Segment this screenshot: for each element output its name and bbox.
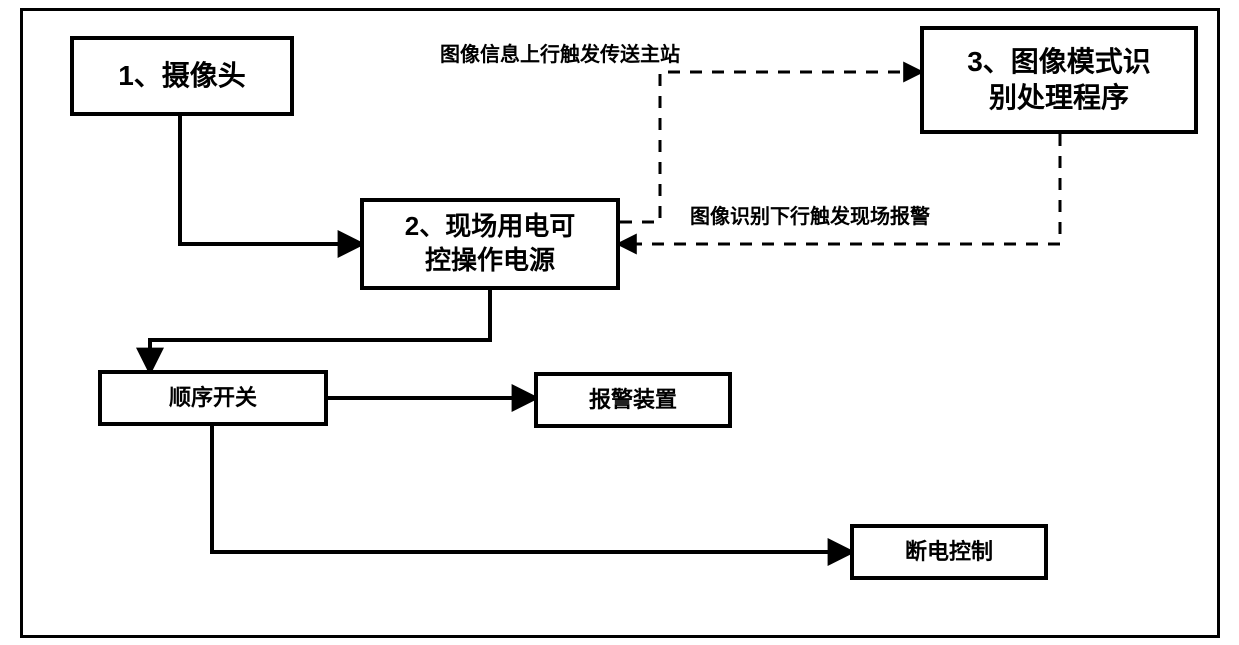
- node-switch-label: 顺序开关: [169, 384, 257, 413]
- edge-label-downlink: 图像识别下行触发现场报警: [690, 200, 930, 229]
- edge-label-downlink-text: 图像识别下行触发现场报警: [690, 206, 930, 228]
- edge-label-uplink: 图像信息上行触发传送主站: [440, 38, 680, 67]
- node-image-label: 3、图像模式识 别处理程序: [967, 44, 1151, 117]
- node-sequence-switch: 顺序开关: [98, 370, 328, 426]
- diagram-canvas: 1、摄像头 3、图像模式识 别处理程序 2、现场用电可 控操作电源 顺序开关 报…: [0, 0, 1239, 645]
- node-power-supply: 2、现场用电可 控操作电源: [360, 198, 620, 290]
- node-alarm-label: 报警装置: [589, 386, 677, 415]
- node-alarm-device: 报警装置: [534, 372, 732, 428]
- node-camera-label: 1、摄像头: [118, 58, 246, 94]
- node-camera: 1、摄像头: [70, 36, 294, 116]
- node-poweroff-control: 断电控制: [850, 524, 1048, 580]
- node-poweroff-label: 断电控制: [905, 538, 993, 567]
- node-power-label: 2、现场用电可 控操作电源: [405, 210, 575, 278]
- node-image-recognition: 3、图像模式识 别处理程序: [920, 26, 1198, 134]
- edge-label-uplink-text: 图像信息上行触发传送主站: [440, 44, 680, 66]
